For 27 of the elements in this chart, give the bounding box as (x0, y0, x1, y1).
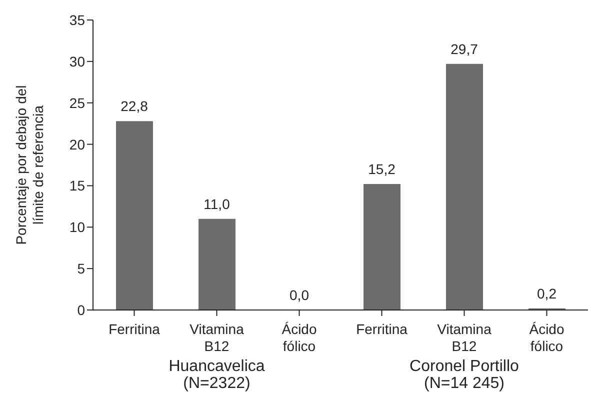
data-label: 15,2 (368, 161, 396, 178)
data-label: 0,0 (290, 287, 310, 303)
bar (364, 184, 400, 310)
text: Huancavelica (N=2322) (168, 358, 266, 392)
data-label: 29,7 (450, 40, 478, 57)
x-tick-label: Ferritina (108, 321, 160, 337)
y-tick-label: 5 (77, 260, 86, 277)
y-tick-label: 10 (69, 219, 86, 236)
y-tick-label: 25 (69, 94, 86, 111)
y-tick-label: 20 (69, 136, 86, 152)
x-tick-label: Ácido fólico (529, 321, 564, 354)
y-tick-label: 30 (69, 53, 86, 70)
x-tick-label: Ácido fólico (282, 321, 317, 354)
bar (116, 121, 153, 310)
text: Coronel Portillo (N=14 245) (408, 358, 520, 392)
x-tick-label: Vitamina B12 (437, 321, 492, 354)
x-tick-label: Ferritina (356, 321, 408, 337)
data-label: 11,0 (204, 196, 230, 212)
x-tick-label: Vitamina B12 (190, 321, 244, 354)
bar (198, 218, 236, 310)
y-tick-label: 0 (77, 302, 86, 318)
data-label: 0,2 (537, 285, 557, 302)
data-label: 22,8 (120, 98, 148, 114)
y-tick-label: 15 (69, 178, 86, 194)
bar (446, 64, 483, 310)
y-tick-label: 35 (69, 12, 86, 28)
y-axis-title: Porcentaje por debajo del límite de referencia (13, 85, 46, 245)
